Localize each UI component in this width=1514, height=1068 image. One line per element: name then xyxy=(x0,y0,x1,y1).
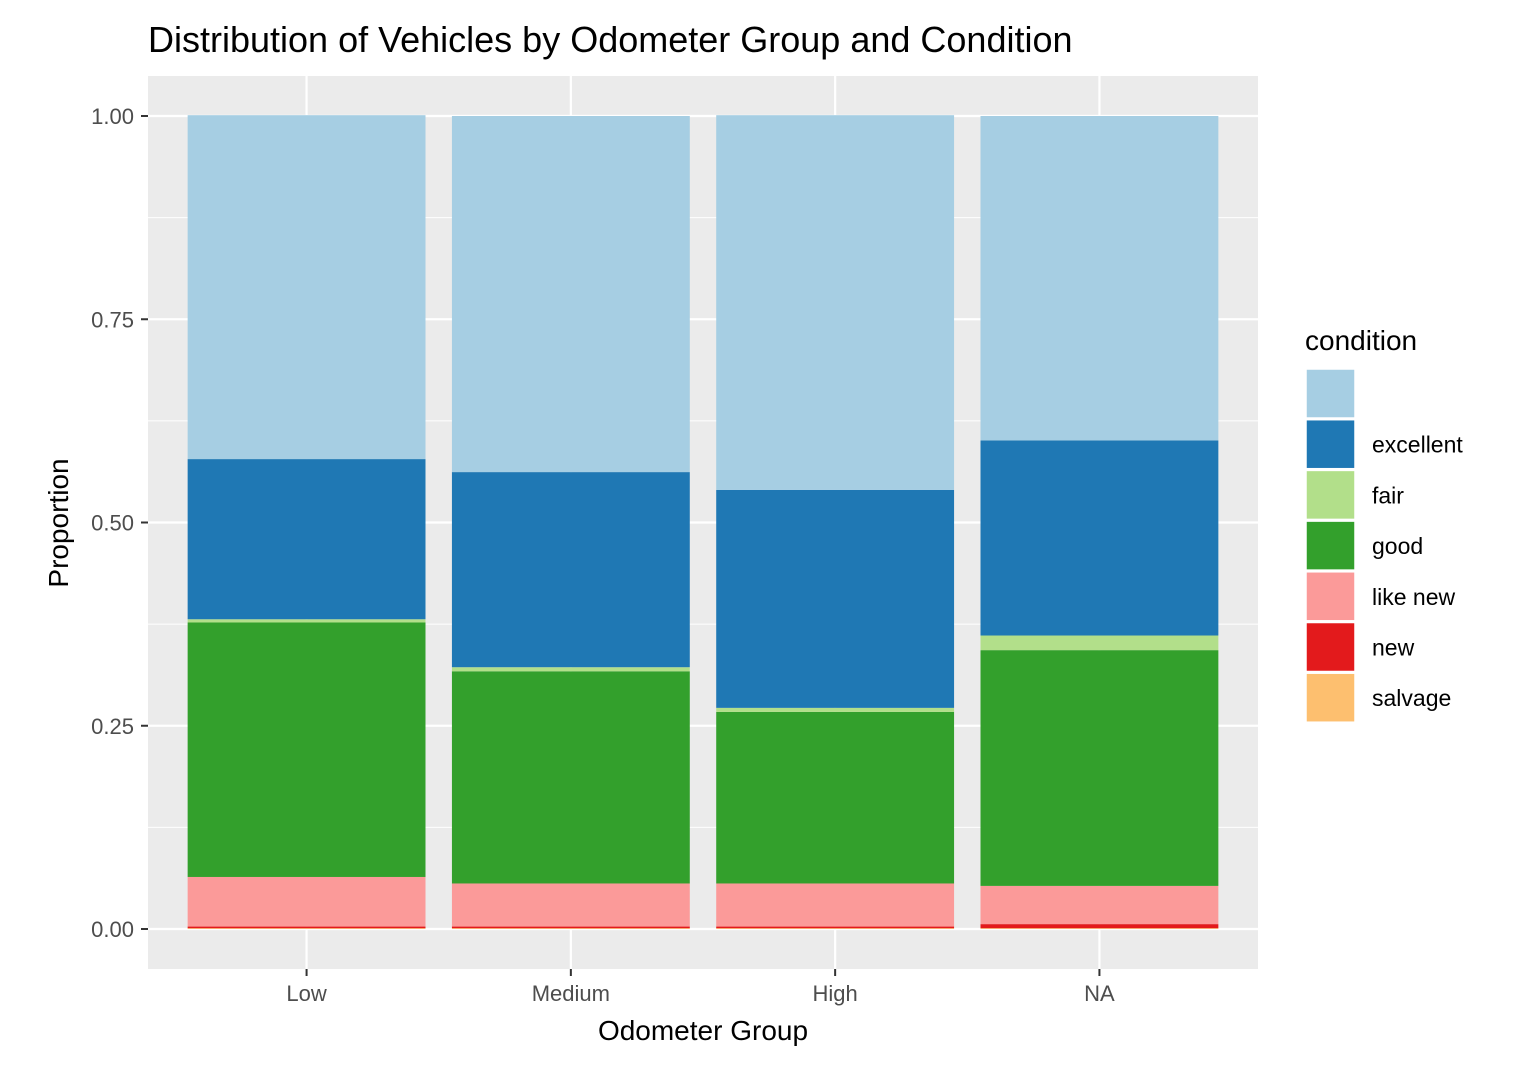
bar-segment-na-like-new xyxy=(980,885,1219,925)
legend-label: fair xyxy=(1372,482,1404,508)
y-tick-label: 0.50 xyxy=(91,511,134,536)
legend-key xyxy=(1305,571,1356,622)
bar-segment-high-like-new xyxy=(716,883,955,927)
legend-title: condition xyxy=(1305,325,1417,356)
legend-label: salvage xyxy=(1372,685,1451,711)
bar-segment-low-like-new xyxy=(187,876,426,927)
bar-segment-na-excellent xyxy=(980,440,1219,636)
x-tick-label: High xyxy=(813,981,858,1006)
legend-key xyxy=(1305,621,1356,673)
legend-label: good xyxy=(1372,533,1423,559)
y-tick-label: 1.00 xyxy=(91,104,134,129)
x-tick-label: NA xyxy=(1084,981,1115,1006)
legend-key xyxy=(1305,368,1356,419)
y-tick-label: 0.75 xyxy=(91,307,134,332)
bar-segment-medium-like-new xyxy=(451,883,690,927)
y-axis: 0.00 0.25 0.50 0.75 1.00 xyxy=(91,104,148,942)
bar-segment-low-excellent xyxy=(187,459,426,620)
bar-segment-na-new xyxy=(980,924,1219,929)
bar-segment-low-fair xyxy=(187,619,426,623)
y-tick-label: 0.00 xyxy=(91,917,134,942)
bar-segment-na-good xyxy=(980,650,1219,886)
bar-segment-low-salvage xyxy=(187,928,426,929)
bar-segment-low-new xyxy=(187,926,426,929)
legend-label: new xyxy=(1372,635,1415,661)
bar-segment-na-fair xyxy=(980,635,1219,651)
legend: condition excellent fair good like new new sa… xyxy=(1305,325,1463,723)
bar-segment-medium-salvage xyxy=(451,928,690,929)
bar-segment-na-blank xyxy=(980,116,1219,441)
y-tick-label: 0.25 xyxy=(91,714,134,739)
bar-segment-high-new xyxy=(716,926,955,929)
legend-key xyxy=(1305,672,1356,723)
bar-segment-medium-good xyxy=(451,671,690,884)
x-axis-title: Odometer Group xyxy=(598,1015,808,1046)
bar-segment-low-good xyxy=(187,622,426,877)
chart-title: Distribution of Vehicles by Odometer Gro… xyxy=(148,19,1073,60)
x-tick-label: Medium xyxy=(532,981,610,1006)
bar-segment-high-fair xyxy=(716,707,955,712)
bar-segment-medium-new xyxy=(451,926,690,929)
bar-segment-high-good xyxy=(716,711,955,884)
legend-label: like new xyxy=(1372,584,1455,610)
legend-label: excellent xyxy=(1372,432,1463,458)
bar-segment-high-salvage xyxy=(716,928,955,929)
bar-segment-high-excellent xyxy=(716,489,955,708)
x-tick-label: Low xyxy=(286,981,326,1006)
x-axis: Low Medium High NA xyxy=(286,969,1115,1006)
bar-segment-medium-fair xyxy=(451,667,690,672)
legend-key xyxy=(1305,418,1356,470)
legend-key xyxy=(1305,469,1356,521)
bar-segment-high-blank xyxy=(716,115,955,490)
bars xyxy=(187,115,1219,929)
bar-segment-medium-excellent xyxy=(451,472,690,668)
bar-segment-low-blank xyxy=(187,115,426,460)
legend-key xyxy=(1305,520,1356,571)
bar-segment-medium-blank xyxy=(451,116,690,473)
y-axis-title: Proportion xyxy=(43,458,74,587)
bar-segment-na-salvage xyxy=(980,928,1219,929)
